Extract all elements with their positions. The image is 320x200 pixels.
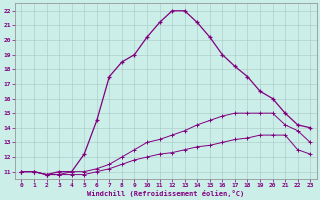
X-axis label: Windchill (Refroidissement éolien,°C): Windchill (Refroidissement éolien,°C) [87, 190, 244, 197]
